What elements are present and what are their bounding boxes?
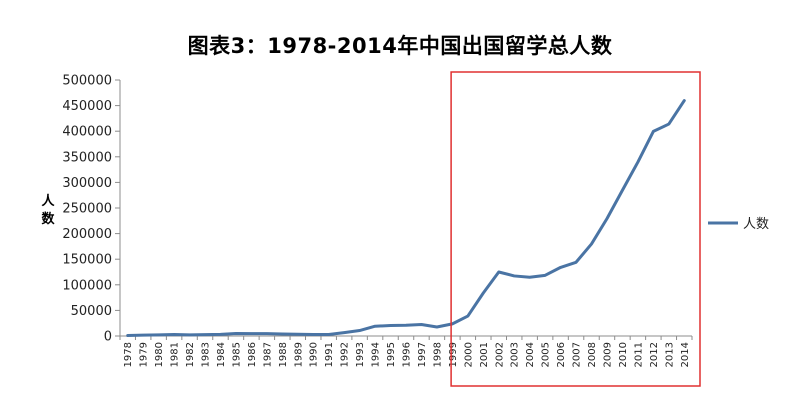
y-tick-label: 250000 [62, 202, 112, 217]
x-tick-label: 2009 [602, 342, 613, 367]
x-tick-label: 1990 [309, 342, 320, 367]
x-tick-label: 2002 [494, 342, 505, 367]
x-tick-label: 1988 [278, 342, 289, 367]
x-tick-label: 1981 [170, 342, 181, 367]
x-tick-label: 2001 [479, 342, 490, 367]
y-axis-label: 数 [41, 211, 55, 227]
x-tick-label: 1986 [247, 342, 258, 367]
y-tick-label: 450000 [62, 99, 112, 114]
x-tick-label: 1987 [262, 342, 273, 367]
x-tick-label: 2008 [587, 342, 598, 367]
highlight-box [450, 71, 701, 387]
x-tick-label: 1997 [417, 342, 428, 367]
x-tick-label: 1982 [185, 342, 196, 367]
y-tick-label: 300000 [62, 176, 112, 191]
x-tick-label: 1984 [216, 342, 227, 367]
x-tick-label: 1979 [139, 342, 150, 367]
x-tick-label: 1998 [432, 342, 443, 367]
series-line [126, 99, 686, 338]
x-tick-label: 1989 [293, 342, 304, 367]
x-tick-label: 2011 [633, 342, 644, 367]
y-tick-label: 400000 [62, 125, 112, 140]
x-tick-label: 2004 [525, 342, 536, 367]
x-tick-label: 2000 [463, 342, 474, 367]
y-tick-label: 0 [104, 330, 112, 345]
x-tick-label: 1993 [355, 342, 366, 367]
x-tick-label: 2012 [649, 342, 660, 367]
x-tick-label: 2003 [510, 342, 521, 367]
x-tick-label: 2014 [680, 342, 691, 367]
x-tick-label: 1980 [154, 342, 165, 367]
x-tick-label: 2010 [618, 342, 629, 367]
chart-title: 图表3：1978-2014年中国出国留学总人数 [187, 34, 613, 58]
y-tick-label: 50000 [71, 304, 112, 319]
x-tick-label: 1991 [324, 342, 335, 367]
x-tick-label: 1985 [231, 342, 242, 367]
x-tick-label: 1983 [201, 342, 212, 367]
x-tick-label: 2005 [541, 342, 552, 367]
x-tick-label: 1978 [123, 342, 134, 367]
y-axis-label: 人 [41, 193, 55, 209]
x-tick-label: 1996 [402, 342, 413, 367]
y-tick-label: 150000 [62, 253, 112, 268]
x-tick-label: 2006 [556, 342, 567, 367]
legend-label: 人数 [743, 217, 769, 232]
y-tick-label: 350000 [62, 150, 112, 165]
x-tick-label: 1995 [386, 342, 397, 367]
y-tick-label: 200000 [62, 227, 112, 242]
x-tick-label: 1992 [340, 342, 351, 367]
y-tick-label: 500000 [62, 74, 112, 89]
x-tick-label: 1999 [448, 342, 459, 367]
x-tick-label: 2013 [664, 342, 675, 367]
y-tick-label: 100000 [62, 278, 112, 293]
x-tick-label: 2007 [572, 342, 583, 367]
x-tick-label: 1994 [371, 342, 382, 367]
